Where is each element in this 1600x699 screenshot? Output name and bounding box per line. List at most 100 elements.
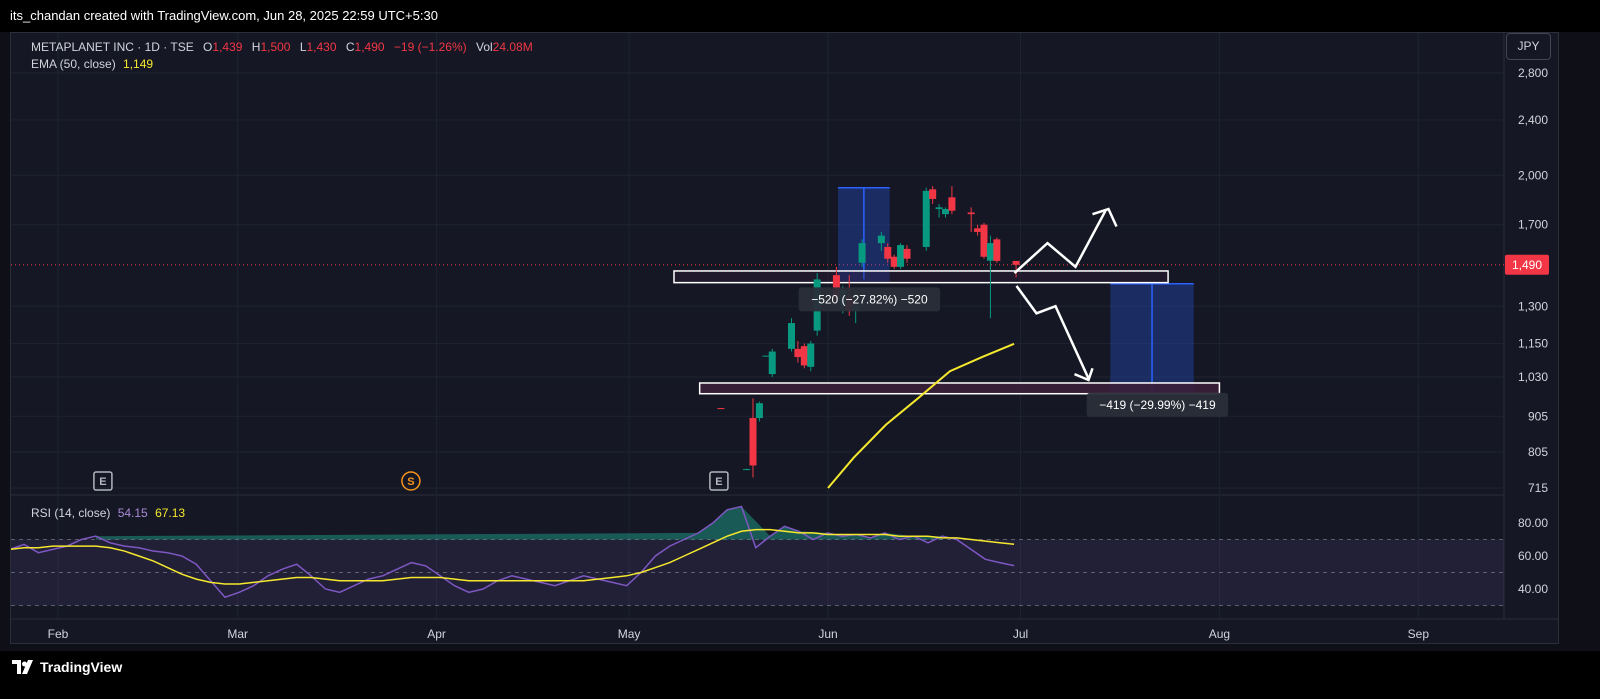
open-label: O xyxy=(203,40,213,54)
close-value: 1,490 xyxy=(354,40,385,54)
candle xyxy=(948,186,956,215)
candle-body xyxy=(755,403,763,419)
volume-value: 24.08M xyxy=(492,40,533,54)
time-axis-label: Jul xyxy=(1013,627,1028,641)
price-axis-label: 2,000 xyxy=(1518,168,1548,182)
candle xyxy=(903,245,911,263)
measure-down-label-bg xyxy=(1086,392,1229,417)
time-axis-label: Apr xyxy=(427,627,446,641)
candle-body xyxy=(922,190,930,247)
rsi-overbought-fill xyxy=(95,506,943,540)
rsi-label: RSI (14, close) xyxy=(31,506,111,520)
footer-bar: TradingView xyxy=(0,651,1600,699)
chart-frame[interactable]: Feb Mar Apr May Jun Jul Aug Sep 2,800 2,400 2,000 1… xyxy=(10,32,1559,644)
candle-body xyxy=(980,224,988,257)
candle-body xyxy=(717,408,725,410)
event-earnings-marker xyxy=(93,471,113,491)
event-marker-label: E xyxy=(715,476,722,488)
candle-body xyxy=(1012,260,1020,265)
candle-body xyxy=(877,235,885,244)
attribution-bar: its_chandan created with TradingView.com… xyxy=(0,0,1600,32)
candle xyxy=(974,224,982,236)
rsi-legend: RSI (14, close) 54.15 67.13 xyxy=(31,506,185,520)
time-axis-label: Aug xyxy=(1209,627,1230,641)
tradingview-logo-icon xyxy=(12,660,33,674)
candle-body xyxy=(967,212,975,215)
time-axis-label: May xyxy=(618,627,641,641)
candle-body xyxy=(993,239,1001,261)
rsi-axis-label: 60.00 xyxy=(1518,549,1548,563)
last-price-label: 1,490 xyxy=(1512,258,1542,272)
price-pane: −520 (−27.82%) −520 −419 (−29.99%) −419 xyxy=(673,186,1229,489)
price-axis-label: 2,400 xyxy=(1518,113,1548,127)
candle xyxy=(717,408,725,410)
candle xyxy=(980,222,988,259)
close-label: C xyxy=(345,40,355,54)
tradingview-brand: TradingView xyxy=(40,659,123,675)
candle xyxy=(755,401,763,422)
candle-body xyxy=(788,323,795,349)
rsi-value: 54.15 xyxy=(117,506,148,520)
price-axis-label: 905 xyxy=(1528,409,1548,423)
candle-body xyxy=(948,197,956,211)
candle xyxy=(768,348,776,378)
currency-button[interactable]: JPY xyxy=(1506,33,1551,60)
chart-canvas[interactable]: Feb Mar Apr May Jun Jul Aug Sep 2,800 2,400 2,000 1… xyxy=(11,33,1559,644)
candle-body xyxy=(749,418,757,466)
candle xyxy=(922,187,930,251)
candle-body xyxy=(974,228,982,232)
event-marker-label: E xyxy=(99,476,106,488)
high-value: 1,500 xyxy=(260,40,291,54)
bullish-arrow-head xyxy=(1092,207,1118,228)
candle-body xyxy=(800,346,808,366)
candle xyxy=(743,468,751,471)
candle-body xyxy=(986,243,994,261)
ema-value: 1,149 xyxy=(123,57,154,71)
candle-body xyxy=(929,189,937,199)
rsi-axis-label: 80.00 xyxy=(1518,516,1548,530)
candle-body xyxy=(897,245,905,267)
resistance-zone xyxy=(673,270,1169,284)
ema-50-line xyxy=(827,342,1015,489)
rsi-ma-line xyxy=(11,528,1015,585)
candle xyxy=(967,207,975,232)
candle xyxy=(794,340,802,363)
rsi-axis-label: 40.00 xyxy=(1518,582,1548,596)
price-axis-label: 1,300 xyxy=(1518,299,1548,313)
candle xyxy=(986,235,994,319)
open-value: 1,439 xyxy=(212,40,243,54)
price-axis-label: 1,700 xyxy=(1518,218,1548,232)
volume-label: Vol xyxy=(475,40,493,54)
candle-body xyxy=(807,343,815,367)
ema-legend: EMA (50, close) 1,149 xyxy=(31,57,153,71)
event-earnings-marker xyxy=(709,471,729,491)
candle xyxy=(935,203,943,218)
change-value: −19 (−1.26%) xyxy=(393,40,467,54)
candle xyxy=(890,254,898,269)
candle xyxy=(788,318,795,352)
symbol-name: METAPLANET INC · 1D · TSE xyxy=(31,40,194,54)
candle-body xyxy=(858,243,866,263)
candle xyxy=(897,243,905,269)
candle xyxy=(942,207,949,218)
candle-body xyxy=(903,248,911,259)
bearish-arrow-head xyxy=(1074,367,1094,382)
price-axis-label: 1,150 xyxy=(1518,337,1548,351)
candle xyxy=(877,231,885,251)
candle xyxy=(884,243,892,263)
price-axis-label: 715 xyxy=(1528,481,1548,495)
low-label: L xyxy=(299,40,307,54)
bullish-arrow xyxy=(1013,210,1107,274)
price-axis-label: 1,030 xyxy=(1518,370,1548,384)
candle-body xyxy=(942,209,949,215)
measure-up-label-bg xyxy=(798,287,941,312)
event-split-marker xyxy=(401,471,421,491)
tradingview-logo[interactable]: TradingView xyxy=(12,659,122,675)
rsi-ma-value: 67.13 xyxy=(155,506,186,520)
candle-body xyxy=(890,256,898,267)
price-axis-label: 2,800 xyxy=(1518,66,1548,80)
candle-body xyxy=(794,348,802,358)
support-zone xyxy=(698,382,1221,395)
event-marker-label: S xyxy=(407,476,414,488)
candle-body xyxy=(743,469,751,471)
